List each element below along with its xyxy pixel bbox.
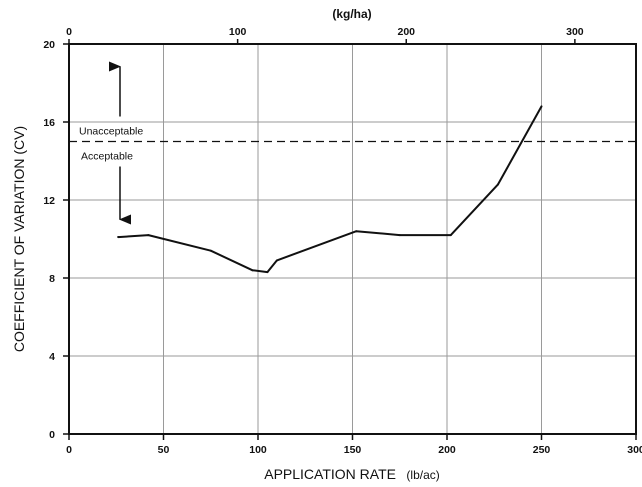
y-axis-title: COEFFICIENT OF VARIATION (CV): [11, 126, 27, 352]
top-tick-label: 100: [229, 26, 247, 38]
y-tick-label: 0: [49, 429, 55, 441]
top-tick-label: 200: [397, 26, 415, 38]
y-axis-ticks: 0 4 8 12 16 20: [43, 39, 69, 441]
cv-series-line: [118, 105, 543, 274]
data-point: [497, 183, 500, 186]
data-point: [275, 259, 278, 262]
series-layer: [117, 105, 543, 274]
data-point: [209, 249, 212, 252]
y-tick-label: 16: [43, 117, 55, 129]
data-point: [540, 105, 543, 108]
top-tick-label: 300: [566, 26, 584, 38]
data-point: [449, 234, 452, 237]
grid-lines: [69, 44, 636, 434]
x-tick-label: 250: [533, 444, 551, 456]
x-tick-label: 200: [438, 444, 456, 456]
acceptable-label: Acceptable: [81, 151, 133, 163]
x-axis-title-main: APPLICATION RATE: [264, 466, 396, 482]
data-point: [117, 236, 120, 239]
top-tick-label: 0: [66, 26, 72, 38]
x-tick-label: 100: [249, 444, 267, 456]
data-point: [266, 271, 269, 274]
x-tick-label: 50: [158, 444, 170, 456]
unacceptable-label: Unacceptable: [79, 126, 143, 138]
x-axis-ticks: 0 50 100 150 200 250 300: [66, 434, 642, 456]
top-axis-title: (kg/ha): [332, 7, 371, 21]
data-point: [147, 234, 150, 237]
y-tick-label: 20: [43, 39, 55, 51]
x-tick-label: 300: [627, 444, 642, 456]
data-point: [355, 230, 358, 233]
data-point: [251, 269, 254, 272]
top-axis-ticks: 0 100 200 300: [66, 26, 584, 44]
y-tick-label: 4: [49, 351, 55, 363]
x-tick-label: 150: [344, 444, 362, 456]
data-point: [398, 234, 401, 237]
y-tick-label: 12: [43, 195, 55, 207]
x-axis-title-unit: (lb/ac): [406, 468, 439, 482]
x-axis-title: APPLICATION RATE (lb/ac): [264, 466, 440, 483]
x-tick-label: 0: [66, 444, 72, 456]
y-tick-label: 8: [49, 273, 55, 285]
